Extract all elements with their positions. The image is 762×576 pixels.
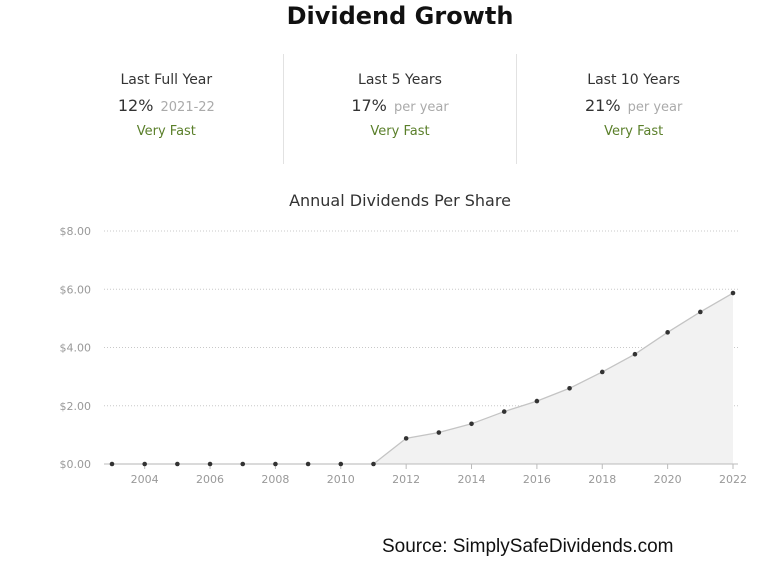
- stat-rating: Very Fast: [604, 124, 664, 139]
- stat-note: per year: [393, 100, 449, 115]
- data-point: [175, 461, 180, 467]
- stat-last-full-year: Last Full Year 12% 2021-22 Very Fast: [50, 54, 283, 164]
- stat-value: 12%: [117, 96, 154, 115]
- x-tick-label: 2006: [196, 473, 224, 486]
- stat-label: Last Full Year: [120, 72, 213, 88]
- data-point: [403, 436, 409, 441]
- y-tick-label: $4.00: [60, 342, 92, 355]
- data-point: [142, 461, 147, 467]
- x-tick-label: 2012: [392, 473, 420, 486]
- data-point: [501, 409, 507, 414]
- data-point: [338, 461, 344, 467]
- data-point: [109, 461, 115, 467]
- data-point: [371, 461, 376, 467]
- x-tick-label: 2014: [458, 473, 486, 486]
- stat-label: Last 5 Years: [358, 72, 442, 88]
- data-point: [730, 290, 736, 296]
- stat-note: 2021-22: [160, 100, 215, 115]
- y-tick-label: $2.00: [60, 400, 92, 413]
- series-line: [112, 292, 734, 465]
- stat-last-5-years: Last 5 Years 17% per year Very Fast: [282, 54, 517, 164]
- data-point: [273, 461, 278, 467]
- stat-rating: Very Fast: [370, 124, 430, 139]
- area-fill: [112, 293, 733, 464]
- x-tick-label: 2008: [261, 473, 289, 486]
- x-tick-label: 2016: [523, 473, 551, 486]
- data-point: [305, 461, 311, 467]
- stat-value-row: 17% per year: [284, 96, 517, 115]
- stat-value-row: 21% per year: [517, 96, 750, 115]
- x-tick-label: 2018: [588, 473, 616, 486]
- data-point: [567, 385, 572, 391]
- data-point: [469, 421, 474, 427]
- stat-value: 21%: [584, 96, 621, 115]
- y-tick-label: $6.00: [60, 283, 92, 296]
- chart-title: Annual Dividends Per Share: [289, 191, 511, 210]
- y-tick-label: $0.00: [60, 458, 92, 471]
- stat-rating: Very Fast: [136, 124, 196, 139]
- data-point: [665, 330, 670, 335]
- data-point: [207, 461, 213, 467]
- stat-note: per year: [627, 100, 683, 115]
- stat-last-10-years: Last 10 Years 21% per year Very Fast: [516, 54, 750, 164]
- stat-value-row: 12% 2021-22: [50, 96, 283, 115]
- x-tick-label: 2010: [327, 473, 355, 486]
- source-credit: Source: SimplySafeDividends.com: [382, 536, 674, 557]
- y-tick-label: $8.00: [60, 225, 92, 238]
- growth-stats: Last Full Year 12% 2021-22 Very Fast Las…: [50, 54, 750, 164]
- stat-label: Last 10 Years: [587, 72, 681, 88]
- stat-value: 17%: [351, 96, 387, 115]
- data-point: [534, 398, 540, 404]
- page-title: Dividend Growth: [286, 2, 514, 30]
- x-tick-label: 2022: [719, 473, 747, 486]
- data-point: [632, 351, 638, 357]
- data-point: [698, 309, 703, 315]
- x-tick-label: 2004: [131, 473, 159, 486]
- data-point: [599, 369, 605, 375]
- x-tick-label: 2020: [654, 473, 682, 486]
- data-point: [436, 430, 442, 435]
- data-point: [240, 461, 246, 467]
